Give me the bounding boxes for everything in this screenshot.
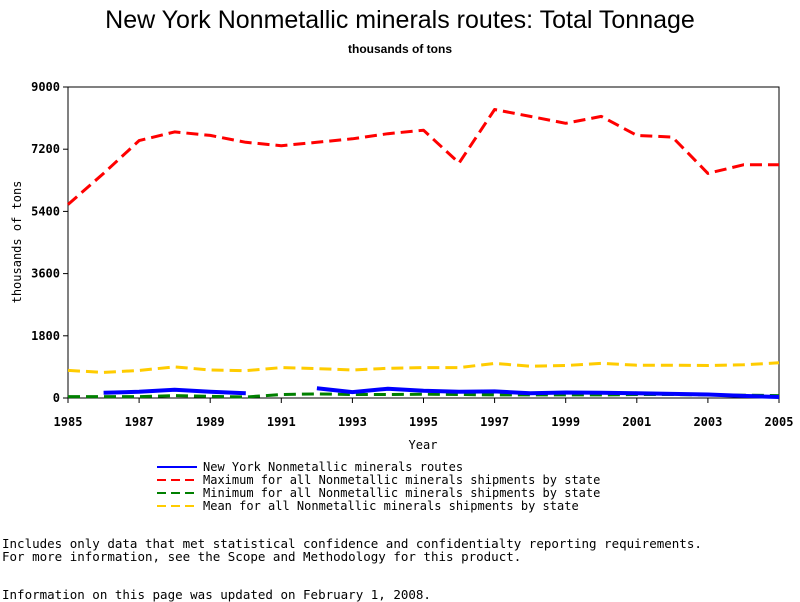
y-axis-label: thousands of tons bbox=[10, 181, 24, 304]
footnote-methodology: For more information, see the Scope and … bbox=[2, 549, 522, 564]
x-tick-label: 1985 bbox=[54, 415, 83, 429]
legend-entry-3: Minimum for all Nonmetallic minerals shi… bbox=[203, 486, 600, 500]
x-tick-label: 1997 bbox=[480, 415, 509, 429]
legend-entry-1: New York Nonmetallic minerals routes bbox=[203, 460, 463, 474]
y-tick-label: 1800 bbox=[31, 329, 60, 343]
x-tick-label: 2003 bbox=[693, 415, 722, 429]
legend-entry-4: Mean for all Nonmetallic minerals shipme… bbox=[203, 499, 579, 513]
series-line-3 bbox=[68, 392, 780, 399]
chart-title: New York Nonmetallic minerals routes: To… bbox=[105, 6, 695, 34]
x-tick-label: 2001 bbox=[622, 415, 651, 429]
footnote-updated: Information on this page was updated on … bbox=[2, 587, 431, 602]
series-line-2 bbox=[67, 108, 779, 206]
series-line-1 bbox=[316, 386, 780, 399]
line-chart: 0 1800 3600 5400 7200 9000 1985 1987 1989 1991 19… bbox=[10, 80, 794, 513]
x-tick-label: 2005 bbox=[765, 415, 794, 429]
series-line-4 bbox=[67, 361, 780, 374]
footnote-confidentiality: Includes only data that met statistical … bbox=[2, 536, 702, 551]
x-tick-label: 1991 bbox=[267, 415, 296, 429]
legend-entry-2: Maximum for all Nonmetallic minerals shi… bbox=[203, 473, 600, 487]
plot-frame bbox=[67, 86, 780, 399]
x-tick-label: 1987 bbox=[125, 415, 154, 429]
x-tick-label: 1999 bbox=[551, 415, 580, 429]
x-axis-label: Year bbox=[409, 438, 438, 452]
x-tick-label: 1995 bbox=[409, 415, 438, 429]
y-tick-label: 3600 bbox=[31, 267, 60, 281]
chart-subtitle: thousands of tons bbox=[348, 42, 452, 56]
y-tick-label: 9000 bbox=[31, 80, 60, 94]
y-tick-label: 0 bbox=[53, 391, 60, 405]
y-tick-label: 5400 bbox=[31, 204, 60, 218]
x-tick-label: 1993 bbox=[338, 415, 367, 429]
series-line-1 bbox=[103, 387, 246, 396]
y-tick-label: 7200 bbox=[31, 142, 60, 156]
x-tick-label: 1989 bbox=[196, 415, 225, 429]
